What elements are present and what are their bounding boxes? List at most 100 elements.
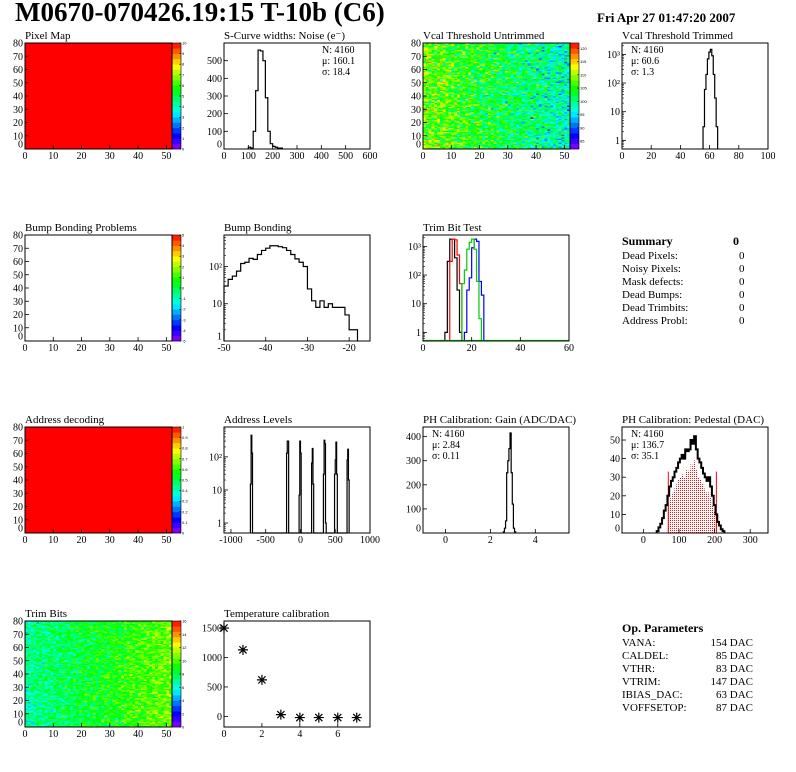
heatmap-cell (558, 129, 562, 131)
heatmap-cell (510, 146, 514, 148)
heatmap-cell (448, 129, 452, 131)
heatmap-cell (558, 138, 562, 141)
heatmap-cell (527, 122, 531, 125)
heatmap-cell (488, 80, 492, 82)
heatmap-cell (462, 82, 466, 85)
heatmap-cell (488, 109, 492, 111)
heatmap-cell (521, 80, 526, 82)
heatmap-cell (476, 119, 480, 122)
heatmap-cell (476, 117, 480, 119)
heatmap-cell (547, 86, 551, 89)
heatmap-cell (541, 143, 545, 146)
heatmap-cell (459, 52, 463, 54)
heatmap-cell (428, 129, 432, 131)
heatmap-cell (502, 139, 506, 142)
histogram-bin (232, 276, 236, 341)
heatmap-cell (521, 45, 526, 48)
heatmap-cell (442, 57, 446, 60)
heatmap-cell (507, 50, 511, 53)
heatmap-cell (530, 68, 534, 70)
heatmap-cell (468, 102, 472, 105)
heatmap-cell (471, 135, 475, 138)
heatmap-cell (502, 46, 506, 49)
heatmap-cell (564, 111, 568, 114)
heatmap-cell (448, 54, 452, 57)
heatmap-cell (493, 131, 497, 134)
heatmap-cell (445, 74, 449, 77)
heatmap-cell (448, 126, 452, 129)
heatmap-cell (442, 135, 446, 138)
heatmap-cell (423, 110, 427, 113)
heatmap-cell (493, 147, 497, 150)
heatmap-cell (524, 145, 528, 147)
y-tick-label: 50 (13, 270, 23, 281)
heatmap-cell (439, 53, 444, 56)
y-tick-label: 10 (13, 131, 23, 142)
x-tick-label: 50 (161, 151, 171, 162)
heatmap-cell (485, 122, 489, 125)
heatmap-cell (553, 105, 557, 107)
heatmap-cell (437, 118, 441, 121)
heatmap-cell (499, 126, 503, 129)
heatmap-cell (465, 50, 469, 53)
heatmap-cell (462, 44, 466, 46)
heatmap-cell (425, 88, 429, 90)
heatmap-cell (445, 122, 449, 125)
heatmap-cell (496, 77, 500, 80)
heatmap-cell (519, 96, 523, 98)
heatmap-cell (482, 58, 486, 61)
heatmap-cell (471, 126, 475, 129)
heatmap-cell (437, 85, 441, 88)
heatmap-cell (504, 88, 509, 90)
heatmap-cell (476, 102, 480, 105)
heatmap-cell (471, 96, 475, 98)
heatmap-cell (25, 687, 29, 689)
heatmap-cell (513, 131, 517, 134)
heatmap-cell (533, 114, 537, 117)
heatmap-cell (431, 98, 435, 101)
heatmap-cell (439, 139, 444, 142)
stats-line: μ: 60.6 (631, 56, 659, 67)
heatmap-cell (521, 53, 526, 56)
heatmap-cell (468, 115, 472, 118)
heatmap-cell (524, 90, 528, 93)
heatmap-cell (547, 134, 551, 137)
heatmap-cell (456, 129, 461, 131)
heatmap-cell (459, 94, 463, 97)
heatmap-cell (454, 101, 458, 103)
heatmap-cell (538, 65, 543, 68)
heatmap-cell (502, 98, 506, 101)
heatmap-cell (547, 73, 551, 76)
heatmap-cell (425, 126, 429, 129)
heatmap-cell (423, 61, 427, 64)
heatmap-cell (451, 52, 455, 54)
heatmap-cell (504, 68, 509, 70)
heatmap-cell (530, 61, 534, 64)
heatmap-cell (431, 134, 435, 137)
heatmap-cell (439, 111, 444, 114)
heatmap-cell (445, 109, 449, 111)
heatmap-cell (524, 66, 528, 69)
heatmap-cell (564, 126, 568, 129)
heatmap-cell (516, 107, 520, 110)
heatmap-cell (493, 125, 497, 127)
heatmap-cell (437, 126, 441, 129)
heatmap-cell (502, 88, 506, 90)
heatmap-cell (482, 131, 486, 134)
heatmap-cell (434, 77, 438, 80)
heatmap-cell (567, 125, 571, 127)
heatmap-cell (499, 99, 503, 102)
heatmap-cell (550, 130, 554, 133)
heatmap-cell (496, 45, 500, 48)
heatmap-cell (504, 80, 509, 82)
heatmap-cell (564, 125, 568, 127)
heatmap-cell (541, 103, 545, 106)
heatmap-cell (476, 146, 480, 148)
heatmap-cell (468, 44, 472, 46)
heatmap-cell (538, 118, 543, 121)
heatmap-cell (479, 84, 483, 86)
heatmap-cell (479, 72, 483, 74)
heatmap-cell (465, 52, 469, 54)
heatmap-cell (555, 69, 559, 72)
